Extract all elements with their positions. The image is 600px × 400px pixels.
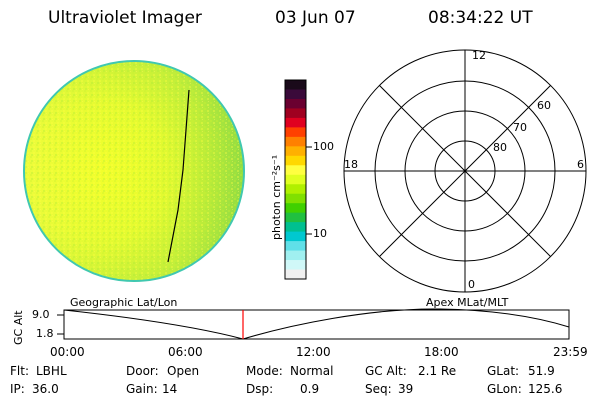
colorbar-segment [285,146,306,157]
gain-label: Gain: [126,382,158,396]
gain-value: 14 [162,382,178,396]
terminator-line [167,89,190,263]
xtick-2359: 23:59 [553,345,588,359]
mlt-label-0: 0 [468,278,475,291]
ip-value: 36.0 [32,382,59,396]
timeline-ymin: 1.8 [36,327,54,340]
mode-value: Normal [290,364,334,378]
time-label: 08:34:22 UT [428,8,533,28]
gcalt-label: GC Alt: [365,364,407,378]
date-label: 03 Jun 07 [275,8,356,28]
colorbar-segment [285,108,306,119]
uv-earth-image [23,60,245,282]
colorbar-segment [285,231,306,242]
timeline-ylabel: GC Alt [12,310,25,345]
colorbar-segment [285,241,306,252]
ip-label: IP: [10,382,25,396]
apex-label: Apex MLat/MLT [426,296,509,309]
gcalt-value: 2.1 Re [418,364,457,378]
colorbar-segment [285,155,306,166]
dsp-value: 0.9 [300,382,320,396]
glat-label: GLat: [487,364,520,378]
altitude-curve [63,308,570,340]
polar-dial [343,49,587,293]
colorbar-segment [285,80,306,91]
colorbar-segment [285,260,306,271]
colorbar-segment [285,127,306,138]
colorbar-segment [285,136,306,147]
colorbar-segment [285,222,306,233]
xtick-0000: 00:00 [50,345,85,359]
timeline-ymax: 9.0 [32,308,50,321]
colorbar-segment [285,98,306,110]
colorbar-label-100: 100 [313,140,334,153]
colorbar-segment [285,203,306,214]
app-title: Ultraviolet Imager [48,8,202,28]
colorbar-segment [285,212,306,223]
colorbar-segment [285,193,306,204]
glon-value: 125.6 [528,382,563,396]
colorbar-segment [285,165,306,176]
xtick-1800: 18:00 [424,345,459,359]
colorbar-segment [285,250,306,261]
geographic-label: Geographic Lat/Lon [70,296,178,309]
colorbar-segment [285,184,306,195]
colorbar-label-10: 10 [313,227,327,240]
xtick-0600: 06:00 [168,345,203,359]
door-label: Door: [126,364,159,378]
lat-label-60: 60 [537,99,551,112]
glon-label: GLon: [487,382,522,396]
seq-value: 39 [398,382,414,396]
glat-value: 51.9 [528,364,555,378]
dsp-label: Dsp: [246,382,274,396]
mode-label: Mode: [246,364,283,378]
flt-label: Flt: [10,364,29,378]
door-value: Open [167,364,200,378]
flt-value: LBHL [36,364,67,378]
colorbar-segment [285,89,306,100]
colorbar-segment [285,117,306,128]
seq-label: Seq: [365,382,392,396]
altitude-timeline [57,308,570,340]
colorbar-segment [285,174,306,185]
xtick-1200: 12:00 [296,345,331,359]
lat-label-80: 80 [493,141,507,154]
colorbar-segment [285,269,306,280]
colorbar [285,80,306,280]
lat-label-70: 70 [513,121,527,134]
mlt-label-18: 18 [344,158,358,171]
mlt-label-6: 6 [577,158,584,171]
mlt-label-12: 12 [472,49,486,62]
